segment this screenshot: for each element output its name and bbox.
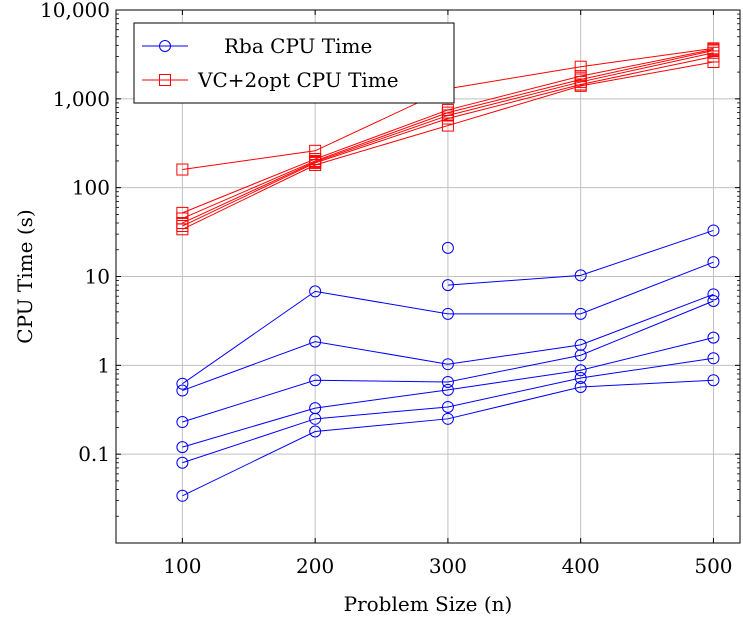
data-point-square [441,112,454,125]
data-point-circle [574,349,587,362]
series-line [182,55,714,227]
data-point-square [176,223,189,236]
data-point-square [574,60,587,73]
data-point-circle [309,374,322,387]
series-line [182,357,714,464]
series-line [447,229,714,286]
data-point-circle [176,384,189,397]
y-tick-label: 10 [85,265,110,289]
series-rba [441,241,454,254]
data-point-circle [707,352,720,365]
series-line [182,293,714,392]
legend-marker-square [159,74,171,86]
series-layer [176,42,720,502]
data-point-circle [441,358,454,371]
series-line [182,300,714,423]
series-rba [441,224,720,292]
legend-label: VC+2opt CPU Time [197,68,399,92]
data-point-circle [441,279,454,292]
data-point-circle [309,402,322,415]
axes: 100 200 300 400 500 0.1 1 10 100 1,000 10,000 Probl… [13,0,741,616]
x-tick-label: 100 [163,554,201,578]
y-tick-label: 10,000 [40,0,110,22]
x-tick-label: 500 [694,554,732,578]
data-point-circle [574,364,587,377]
series-rba [176,352,720,469]
x-tick-label: 200 [296,554,334,578]
data-point-square [707,55,720,68]
data-point-circle [441,400,454,413]
x-tick-label: 300 [429,554,467,578]
legend-marker-circle [159,40,171,52]
series-rba [176,256,720,390]
data-point-circle [309,335,322,348]
data-point-circle [176,377,189,390]
data-point-circle [707,256,720,269]
data-point-circle [707,224,720,237]
series-rba [176,288,720,397]
x-axis-title: Problem Size (n) [344,592,513,616]
y-axis-title: CPU Time (s) [13,209,37,343]
series-line [182,337,714,448]
series-rba [176,294,720,429]
series-line [182,52,714,224]
data-point-circle [441,383,454,396]
data-point-circle [574,338,587,351]
data-point-circle [574,307,587,320]
data-point-square [309,158,322,171]
data-point-circle [176,416,189,429]
data-point-circle [707,288,720,301]
data-point-square [441,119,454,132]
legend-box [133,22,455,104]
y-tick-label: 0.1 [78,442,110,466]
series-line [182,61,714,230]
data-point-square [176,163,189,176]
data-point-circle [707,331,720,344]
legend: Rba CPU Time VC+2opt CPU Time [133,22,455,104]
data-point-circle [176,441,189,454]
y-tick-label: 100 [72,176,110,200]
data-point-circle [707,294,720,307]
data-point-circle [574,372,587,385]
data-point-circle [574,269,587,282]
y-tick-label: 1,000 [53,87,110,111]
series-line [182,379,714,497]
data-point-circle [707,374,720,387]
x-tick-label: 400 [562,554,600,578]
data-point-circle [441,375,454,388]
data-point-circle [441,412,454,425]
data-point-circle [441,307,454,320]
legend-label: Rba CPU Time [224,34,372,58]
y-tick-label: 1 [97,353,110,377]
data-point-square [574,79,587,92]
series-rba [176,331,720,454]
data-point-circle [309,285,322,298]
series-line [182,261,714,385]
data-point-circle [176,456,189,469]
series-vc2opt [176,55,720,236]
data-point-circle [309,425,322,438]
data-point-circle [176,489,189,502]
series-rba [176,374,720,502]
data-point-circle [441,241,454,254]
data-point-circle [574,381,587,394]
